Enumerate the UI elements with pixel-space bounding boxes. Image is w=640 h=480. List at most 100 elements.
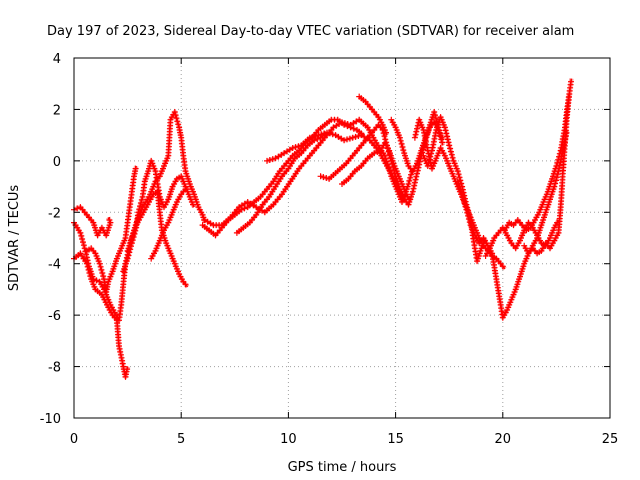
plus-marker — [429, 147, 435, 154]
series-track-4 — [83, 165, 139, 295]
plus-marker — [414, 125, 420, 132]
plus-marker — [83, 254, 90, 261]
plus-marker — [138, 196, 145, 203]
plus-marker — [269, 156, 276, 163]
plus-marker — [555, 156, 562, 163]
plus-marker — [371, 150, 378, 157]
plus-marker — [442, 127, 449, 134]
series-track-18 — [454, 129, 570, 321]
plus-marker — [136, 206, 143, 213]
plus-marker — [79, 236, 86, 242]
plus-marker — [175, 121, 182, 128]
plus-marker — [459, 194, 466, 201]
series-track-9 — [201, 116, 409, 229]
plus-marker — [446, 142, 453, 149]
axis-ticks: 0 5 10 15 20 25 -10 -8 -6 -4 -2 0 2 4 — [40, 52, 619, 447]
plus-marker — [424, 144, 431, 151]
plus-marker — [413, 128, 420, 135]
plus-marker — [448, 151, 455, 158]
plus-marker — [98, 266, 105, 273]
y-axis-label: SDTVAR / TECUs — [7, 185, 22, 292]
plus-marker — [346, 135, 353, 142]
plus-marker — [352, 133, 359, 140]
plus-marker — [266, 157, 273, 163]
plus-marker — [556, 153, 562, 160]
plus-marker — [410, 185, 417, 192]
plus-marker — [329, 131, 336, 138]
plus-marker — [406, 196, 413, 203]
plus-marker — [425, 159, 432, 166]
data-series — [71, 78, 574, 380]
plus-marker — [398, 140, 405, 147]
plus-marker — [424, 163, 431, 169]
y-tick-label: 4 — [53, 52, 61, 67]
plus-marker — [341, 120, 348, 127]
plus-marker — [344, 121, 351, 127]
plus-marker — [85, 260, 92, 267]
plus-marker — [499, 263, 506, 270]
plus-marker — [374, 148, 381, 155]
plus-marker — [355, 133, 362, 139]
plus-marker — [78, 232, 85, 239]
x-tick-label: 20 — [495, 432, 512, 447]
plus-marker — [341, 137, 348, 144]
plus-marker — [465, 216, 472, 222]
plus-marker — [320, 174, 327, 181]
plus-marker — [464, 209, 471, 216]
plus-marker — [182, 281, 189, 288]
plus-marker — [411, 182, 418, 189]
plus-marker — [173, 115, 180, 122]
plus-marker — [413, 173, 420, 180]
plus-marker — [125, 252, 132, 259]
plus-marker — [553, 177, 559, 184]
plus-marker — [556, 150, 563, 157]
plus-marker — [100, 273, 107, 280]
series-track-15 — [388, 116, 445, 175]
plus-marker — [74, 205, 81, 212]
plus-marker — [466, 219, 473, 226]
plus-marker — [326, 130, 333, 137]
plus-marker — [444, 133, 451, 140]
plus-marker — [264, 157, 270, 164]
plus-marker — [83, 251, 90, 258]
plus-marker — [400, 147, 407, 154]
x-tick-label: 0 — [70, 432, 78, 447]
series-track-7 — [148, 185, 190, 262]
series-track-1 — [71, 204, 114, 239]
series-track-6 — [124, 188, 190, 289]
plus-marker — [137, 200, 144, 206]
y-tick-label: -8 — [48, 361, 61, 376]
plus-marker — [311, 137, 318, 144]
plus-marker — [117, 348, 124, 355]
plus-marker — [447, 148, 454, 155]
plus-marker — [414, 170, 420, 177]
plus-marker — [445, 139, 452, 146]
plus-marker — [405, 181, 412, 187]
plus-marker — [137, 203, 143, 210]
plus-marker — [84, 257, 91, 264]
plus-marker — [350, 125, 357, 132]
series-track-13 — [339, 139, 413, 204]
series-track-10 — [233, 130, 329, 236]
plus-marker — [106, 217, 113, 223]
plus-marker — [432, 112, 438, 119]
plus-marker — [292, 144, 299, 151]
y-tick-label: -2 — [48, 206, 61, 221]
plus-marker — [414, 122, 421, 129]
plus-marker — [119, 360, 126, 367]
plus-marker — [321, 130, 328, 137]
plus-marker — [317, 173, 324, 180]
plus-marker — [309, 133, 316, 140]
plus-marker — [553, 163, 560, 169]
plus-marker — [460, 197, 467, 204]
plus-marker — [566, 93, 572, 100]
plus-marker — [99, 270, 106, 276]
plus-marker — [124, 366, 131, 373]
plus-marker — [381, 133, 388, 140]
plot-frame — [73, 57, 611, 419]
plus-marker — [318, 131, 325, 138]
plus-marker — [190, 201, 196, 208]
y-tick-label: -10 — [40, 412, 61, 427]
y-tick-label: -4 — [48, 258, 61, 273]
grid-lines — [74, 58, 610, 418]
